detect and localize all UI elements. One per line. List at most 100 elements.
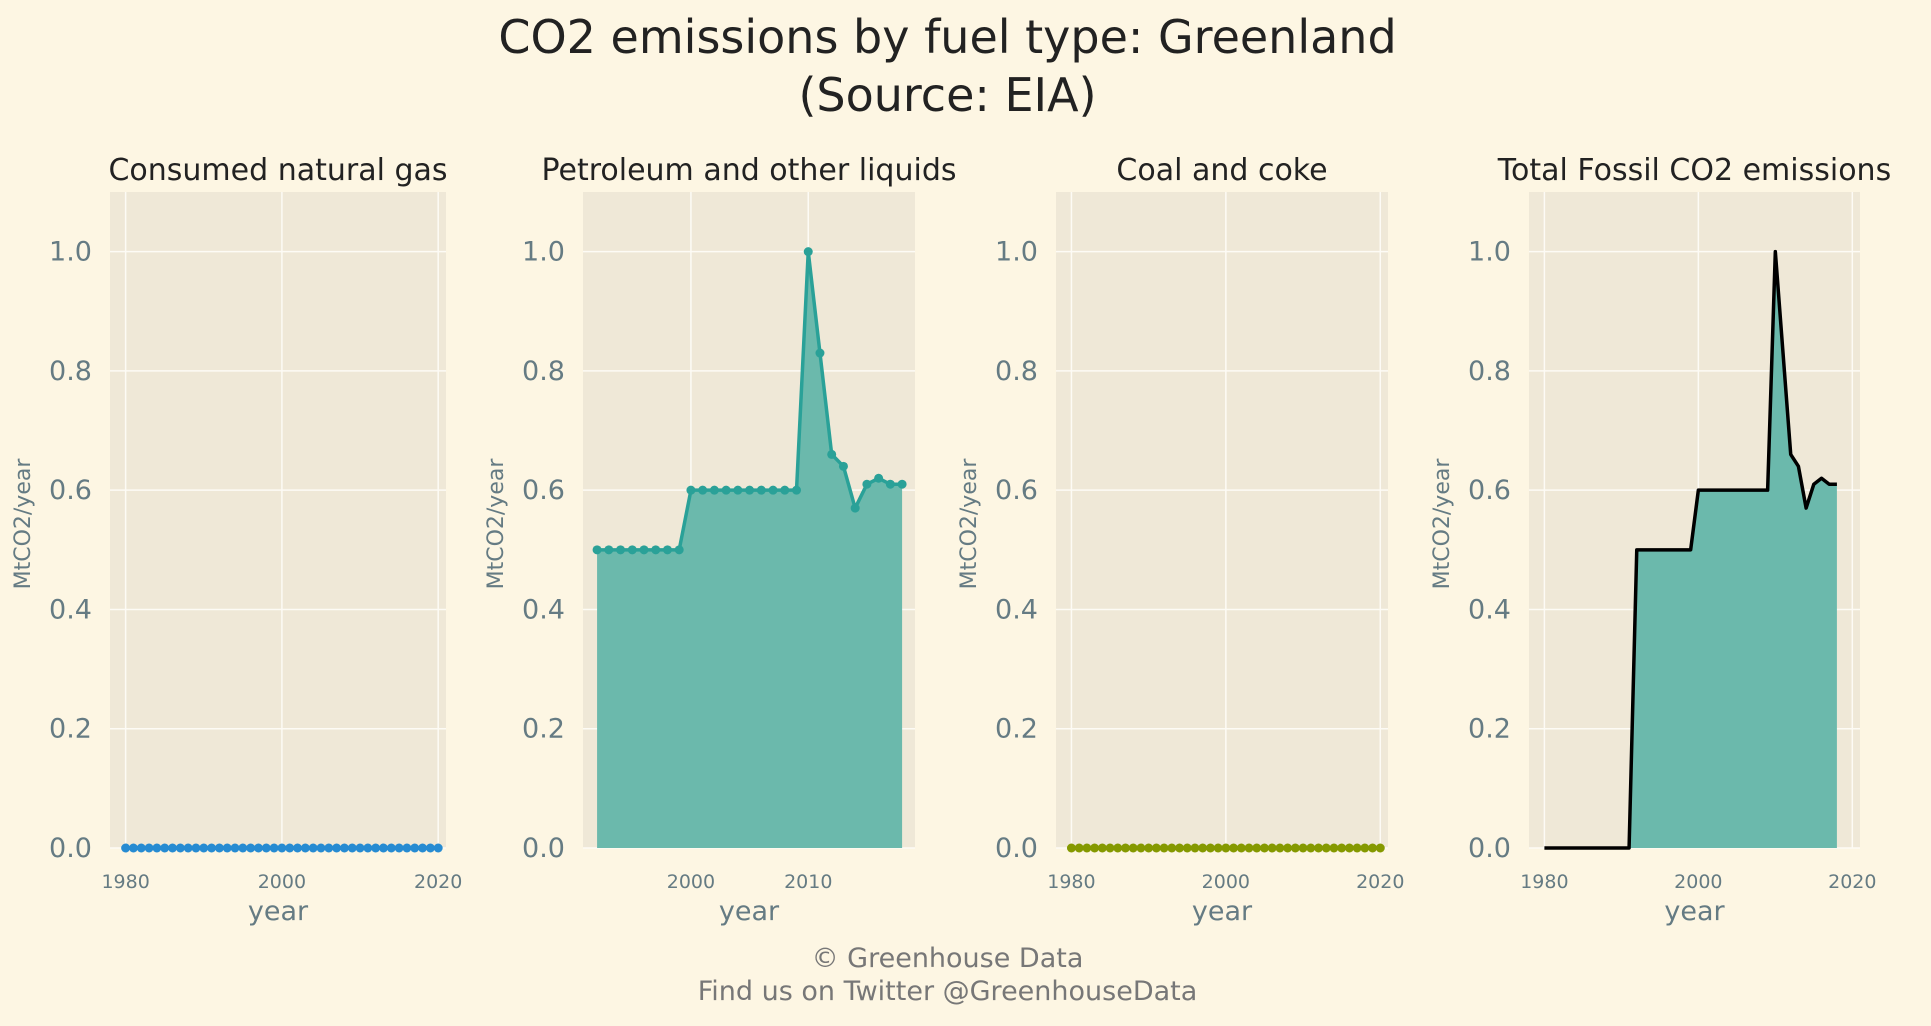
x-axis-label: year (248, 896, 309, 927)
data-point (686, 485, 696, 495)
y-tick-label: 0.4 (522, 594, 565, 625)
data-point (1267, 843, 1277, 853)
data-point (674, 545, 684, 555)
data-point (371, 843, 381, 853)
y-tick-label: 0.4 (49, 594, 92, 625)
y-tick-label: 0.6 (995, 475, 1038, 506)
data-point (592, 545, 602, 555)
data-point (604, 545, 614, 555)
data-point (418, 843, 428, 853)
y-tick-label: 0.0 (49, 833, 92, 864)
data-point (285, 843, 295, 853)
data-point (733, 485, 743, 495)
data-point (160, 843, 170, 853)
x-tick-label: 2000 (667, 871, 715, 893)
data-point (1144, 843, 1154, 853)
data-point (1368, 843, 1378, 853)
data-point (425, 843, 435, 853)
data-point (222, 843, 232, 853)
plot-area (110, 192, 446, 848)
data-point (897, 479, 907, 489)
data-point (324, 843, 334, 853)
x-tick-label: 1980 (1520, 871, 1568, 893)
data-point (355, 843, 365, 853)
data-point (1229, 843, 1239, 853)
data-point (261, 843, 271, 853)
data-point (885, 479, 895, 489)
data-point (1151, 843, 1161, 853)
data-point (293, 843, 303, 853)
data-point (874, 473, 884, 483)
series-area-fill (597, 251, 903, 849)
y-tick-label: 0.2 (49, 714, 92, 745)
y-axis-label: MtCO2/year (957, 458, 982, 590)
data-point (277, 843, 287, 853)
data-point (1136, 843, 1146, 853)
x-axis-label: year (1192, 896, 1253, 927)
data-point (1128, 843, 1138, 853)
data-point (1074, 843, 1084, 853)
data-point (815, 348, 825, 358)
x-axis-label: year (1664, 896, 1725, 927)
data-point (378, 843, 388, 853)
data-point (803, 247, 813, 257)
chart-panel-4: Total Fossil CO2 emissions 0.0 0.2 0.4 0.6 0.… (1430, 153, 1891, 927)
y-tick-label: 0.4 (1468, 594, 1511, 625)
data-point (768, 485, 778, 495)
data-point (1290, 843, 1300, 853)
panel-title: Coal and coke (1116, 153, 1327, 188)
data-point (253, 843, 263, 853)
y-tick-label: 0.6 (1468, 475, 1511, 506)
plot-area (1056, 192, 1388, 848)
data-point (662, 545, 672, 555)
data-point (144, 843, 154, 853)
data-point (1213, 843, 1223, 853)
data-point (1066, 843, 1076, 853)
data-point (300, 843, 310, 853)
data-point (745, 485, 755, 495)
credits-footer: © Greenhouse Data Find us on Twitter @Gr… (0, 942, 1895, 1008)
data-point (698, 485, 708, 495)
data-point (394, 843, 404, 853)
data-point (121, 843, 131, 853)
twitter-handle-text: Find us on Twitter @GreenhouseData (697, 976, 1198, 1007)
data-point (402, 843, 412, 853)
data-point (152, 843, 162, 853)
data-point (168, 843, 178, 853)
data-point (1167, 843, 1177, 853)
data-point (246, 843, 256, 853)
data-point (1360, 843, 1370, 853)
data-point (627, 545, 637, 555)
x-tick-label: 2020 (1356, 871, 1404, 893)
chart-panel-3: Coal and coke 0.0 0.2 0.4 0.6 0.8 1.0 1980 2000 2… (957, 153, 1404, 927)
x-tick-label: 2020 (1828, 871, 1876, 893)
panel-title: Total Fossil CO2 emissions (1497, 153, 1891, 188)
data-point (199, 843, 209, 853)
data-point (1113, 843, 1123, 853)
data-point (862, 479, 872, 489)
data-point (1298, 843, 1308, 853)
data-point (1283, 843, 1293, 853)
data-point (1097, 843, 1107, 853)
data-point (1159, 843, 1169, 853)
x-tick-label: 1980 (1047, 871, 1095, 893)
x-tick-label: 2000 (1202, 871, 1250, 893)
data-point (1306, 843, 1316, 853)
chart-panel-1: Consumed natural gas 0.0 0.2 0.4 0.6 0.8 1.0 19… (11, 153, 462, 927)
x-tick-label: 2000 (1674, 871, 1722, 893)
data-point (183, 843, 193, 853)
data-point (1259, 843, 1269, 853)
data-point (721, 485, 731, 495)
data-point (709, 485, 719, 495)
y-tick-label: 0.6 (522, 475, 565, 506)
data-point (1314, 843, 1324, 853)
data-point (1105, 843, 1115, 853)
y-tick-label: 0.2 (995, 714, 1038, 745)
y-axis-label: MtCO2/year (484, 458, 509, 590)
series-line (1544, 249, 1837, 850)
y-tick-label: 0.6 (49, 475, 92, 506)
x-tick-label: 2000 (258, 871, 306, 893)
data-point (1275, 843, 1285, 853)
data-point (1221, 843, 1231, 853)
